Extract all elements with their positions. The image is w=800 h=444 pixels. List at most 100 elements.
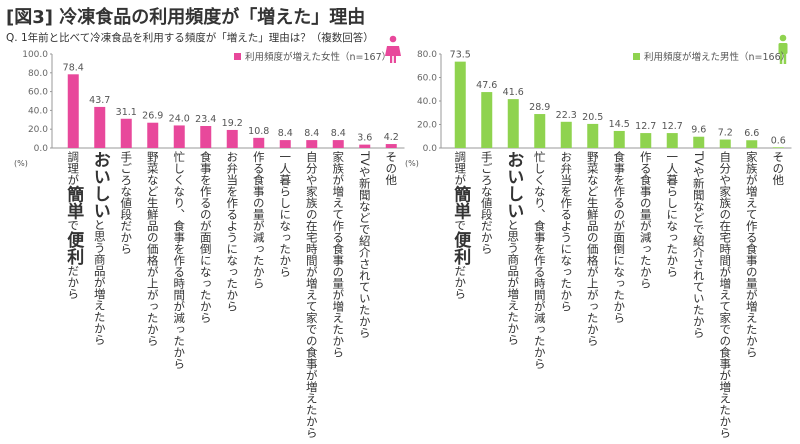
- data-label: 12.7: [635, 121, 656, 132]
- bar: [719, 139, 731, 148]
- bar: [587, 123, 599, 148]
- category-label: 手ごろな値段だから: [479, 151, 494, 255]
- legend-swatch: [234, 53, 241, 60]
- category-label: 一人暮らしになったから: [278, 151, 293, 278]
- data-label: 31.1: [116, 107, 137, 118]
- category-label: 自分や家族の在宅時間が増えて家での食事が増えたから: [304, 151, 319, 439]
- category-label: 調理が簡単で便利だから: [450, 151, 471, 300]
- category-label: 作る食事の量が減ったから: [251, 151, 266, 289]
- category-label: 家族が増えて作る食事の量が増えたから: [744, 151, 759, 358]
- data-label: 14.5: [609, 119, 630, 130]
- category-label: 食事を作るのが面倒になったから: [612, 151, 627, 324]
- category-label: TVや新聞などで紹介されていたから: [691, 151, 706, 339]
- data-label: 7.2: [718, 128, 733, 139]
- y-tick-label: 0.0: [34, 144, 49, 154]
- data-label: 3.6: [357, 133, 372, 144]
- data-label: 12.7: [662, 121, 683, 132]
- bar: [772, 147, 784, 148]
- chart-female: 100.0 80.0 60.0 40.0 20.0 0.0 (%) 利用頻度が増えた女性（n=…: [14, 50, 405, 168]
- bar: [359, 144, 371, 148]
- category-label: おいしいと思う商品が増えたから: [89, 151, 110, 346]
- category-label: その他: [771, 151, 786, 186]
- bar: [666, 133, 678, 148]
- bar: [147, 122, 159, 148]
- category-label: 忙しくなり、食事を作る時間が減ったから: [172, 151, 187, 370]
- y-tick-label: 60.0: [28, 88, 48, 98]
- data-label: 8.4: [304, 128, 319, 139]
- y-tick-label: 40.0: [417, 97, 437, 107]
- data-label: 28.9: [529, 102, 550, 113]
- data-label: 9.6: [691, 125, 706, 136]
- data-label: 26.9: [142, 111, 163, 122]
- y-tick-label: 40.0: [28, 106, 48, 116]
- bar: [534, 114, 546, 148]
- chart-male: 80.0 60.0 40.0 20.0 0.0 (%) 利用頻度が増えた男性（n=166） 7…: [405, 50, 792, 168]
- bar: [385, 144, 397, 148]
- category-label: 作る食事の量が減ったから: [638, 151, 653, 289]
- category-label: 食事を作るのが面倒になったから: [198, 151, 213, 324]
- bar: [454, 61, 466, 149]
- category-label: 調理が簡単で便利だから: [63, 151, 84, 300]
- data-label: 41.6: [503, 87, 524, 98]
- legend-label: 利用頻度が増えた男性（n=166）: [644, 51, 790, 63]
- bar: [613, 130, 625, 148]
- data-label: 20.5: [582, 112, 603, 123]
- y-tick-label: 80.0: [28, 69, 48, 79]
- category-label: 忙しくなり、食事を作る時間が減ったから: [532, 151, 547, 370]
- bar: [173, 125, 185, 148]
- y-tick-label: 0.0: [423, 144, 438, 154]
- bar: [746, 140, 758, 148]
- male-figure-icon: [778, 34, 788, 64]
- question-text: Q. 1年前と比べて冷凍食品を利用する頻度が「増えた」理由は？（複数回答）: [6, 32, 374, 44]
- category-label: おいしいと思う商品が増えたから: [503, 151, 524, 346]
- unit-label: (%): [405, 159, 419, 168]
- category-label: お弁当を作るようになったから: [225, 151, 240, 312]
- data-label: 23.4: [195, 114, 216, 125]
- data-label: 73.5: [450, 50, 471, 61]
- data-label: 22.3: [556, 110, 577, 121]
- category-label: 野菜など生鮮品の価格が上がったから: [585, 151, 600, 347]
- bar: [693, 136, 705, 148]
- category-label: お弁当を作るようになったから: [559, 151, 574, 312]
- y-tick-label: 20.0: [28, 125, 48, 135]
- bar: [226, 129, 238, 148]
- data-label: 10.8: [248, 126, 269, 137]
- bar: [640, 133, 652, 148]
- category-label: 一人暮らしになったから: [665, 151, 680, 278]
- female-figure-icon: [385, 35, 401, 63]
- data-label: 0.6: [771, 135, 786, 146]
- bar: [332, 140, 344, 148]
- category-label: TVや新聞などで紹介されていたから: [357, 151, 372, 339]
- bar: [253, 137, 265, 148]
- data-label: 6.6: [744, 128, 759, 139]
- bar: [560, 121, 572, 148]
- data-label: 47.6: [476, 80, 497, 91]
- bar: [306, 140, 318, 148]
- data-label: 78.4: [63, 62, 84, 73]
- y-tick-label: 100.0: [22, 50, 48, 60]
- chart-title: [図3] 冷凍食品の利用頻度が「増えた」理由: [6, 7, 366, 28]
- y-tick-label: 80.0: [417, 50, 437, 60]
- bar: [120, 118, 132, 148]
- y-tick-label: 20.0: [417, 121, 437, 131]
- bar: [507, 99, 519, 148]
- bar: [481, 92, 493, 148]
- category-label: 手ごろな値段だから: [119, 151, 134, 255]
- data-label: 19.2: [222, 118, 243, 129]
- unit-label: (%): [14, 159, 28, 168]
- bar: [67, 74, 79, 148]
- data-label: 24.0: [169, 113, 190, 124]
- category-label: 野菜など生鮮品の価格が上がったから: [145, 151, 160, 347]
- data-label: 43.7: [89, 95, 110, 106]
- category-label: 家族が増えて作る食事の量が増えたから: [331, 151, 346, 358]
- category-label: 自分や家族の在宅時間が増えて家での食事が増えたから: [718, 151, 733, 439]
- data-label: 4.2: [384, 132, 399, 143]
- y-tick-label: 60.0: [417, 74, 437, 84]
- bar: [200, 126, 212, 148]
- legend-label: 利用頻度が増えた女性（n=167）: [245, 51, 391, 63]
- legend-swatch: [633, 53, 640, 60]
- bar: [279, 140, 291, 148]
- data-label: 8.4: [278, 128, 293, 139]
- category-label: その他: [384, 151, 399, 186]
